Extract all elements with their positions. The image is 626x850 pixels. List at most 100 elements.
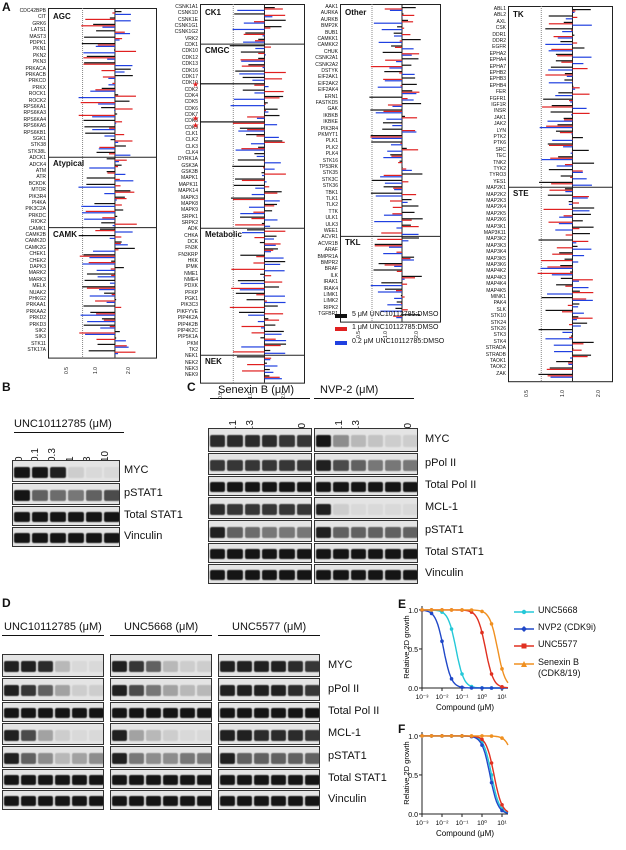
blot-band	[350, 482, 366, 492]
blot-band	[316, 459, 332, 471]
kinome-bar	[82, 263, 115, 265]
kinase-label: ABL1	[493, 6, 506, 12]
kinome-bar	[104, 292, 115, 294]
kinase-label: CDC42BPB	[19, 8, 46, 14]
kinome-bar	[237, 159, 265, 161]
kinome-bar	[233, 351, 265, 353]
kinome-bar	[545, 43, 573, 45]
blot-band	[305, 684, 319, 697]
kinase-label: BRAF	[324, 266, 338, 273]
kinase-label: GRK6	[32, 20, 46, 27]
kinase-label: STK38	[30, 142, 46, 149]
data-point	[480, 743, 484, 747]
x-axis-title: Compound (μM)	[436, 829, 494, 838]
blot-strip	[12, 506, 120, 526]
kinase-label: FASTKD5	[315, 100, 338, 106]
kinome-bar	[106, 158, 115, 160]
kinome-bar	[264, 108, 278, 110]
kinome-bar	[568, 201, 573, 203]
kinome-bar	[264, 102, 268, 104]
kinome-bar	[264, 376, 280, 378]
blot-band	[402, 435, 417, 447]
kinome-bar	[572, 11, 575, 13]
y-axis-title: Relative 2D growth	[402, 741, 411, 804]
kinase-label: ULK3	[325, 221, 338, 228]
kinome-bar	[565, 234, 573, 236]
blot-band	[180, 752, 195, 764]
kinase-label: MAP3K3	[486, 242, 506, 249]
blot-band	[288, 752, 303, 764]
blot-band	[237, 729, 252, 741]
blot-band	[227, 526, 243, 538]
kinome-bar	[264, 357, 272, 359]
kinase-label: PKMYT1	[317, 132, 338, 138]
kinase-group-label: STE	[513, 189, 529, 199]
kinome-bar	[99, 289, 115, 291]
kinome-bar	[78, 235, 115, 237]
blot-band	[279, 570, 295, 580]
kinome-bar	[102, 26, 115, 28]
kinase-label: EPHA4	[489, 57, 506, 64]
panel-d-header-unc5577: UNC5577 (μM)	[232, 621, 307, 633]
kinome-bar	[114, 140, 133, 142]
blot-band	[129, 796, 144, 806]
kinome-bar	[114, 71, 125, 73]
kinome-bar	[370, 136, 402, 138]
blot-strip	[208, 520, 312, 542]
blot-band	[279, 459, 295, 471]
kinase-label: TEC	[496, 153, 506, 160]
kinase-label: SIK3	[35, 334, 46, 341]
kinome-bar	[114, 340, 126, 342]
kinome-bar	[114, 267, 124, 269]
panel-c-header-nvp2: NVP-2 (μM)	[320, 384, 379, 396]
kinome-bar	[93, 250, 115, 252]
kinome-bar	[241, 148, 265, 150]
blot-band	[254, 752, 269, 764]
kinome-bar	[370, 192, 402, 194]
blot-band	[385, 459, 401, 471]
blot-band	[237, 708, 252, 718]
kinome-bar	[248, 64, 265, 66]
kinase-label: CDK16	[181, 67, 198, 74]
kinase-label: SRC	[495, 146, 506, 153]
blot-band	[14, 489, 30, 501]
kinome-bar	[95, 300, 115, 302]
kinome-bar	[264, 103, 266, 105]
kinase-label: NME1	[184, 270, 198, 277]
blot-band	[180, 684, 195, 697]
kinome-bar	[399, 160, 402, 162]
kinase-label: STRADB	[485, 351, 506, 358]
kinase-label: EIF2AK1	[317, 74, 338, 81]
kinome-bar	[95, 45, 115, 47]
kinome-bar	[264, 181, 267, 183]
kinome-bar	[246, 134, 265, 136]
kinome-bar	[543, 98, 573, 100]
kinase-label: PFKP	[184, 289, 198, 296]
kinome-bar	[264, 333, 282, 335]
kinome-bar	[402, 48, 414, 50]
kinome-bar	[261, 174, 265, 177]
blot-band	[55, 708, 70, 718]
kinome-bar	[232, 28, 265, 31]
blot-band	[288, 796, 303, 806]
kinase-label: FN3KRP	[178, 251, 198, 258]
kinase-label: STK10	[490, 313, 506, 320]
kinome-bar	[400, 302, 402, 304]
kinase-label: STK36	[322, 183, 338, 190]
kinase-label: CSNK1G2	[174, 29, 198, 36]
kinome-bar	[83, 57, 115, 59]
kinome-bar	[554, 351, 573, 353]
kinome-bar	[114, 209, 124, 211]
kinome-bar	[572, 85, 574, 87]
blot-band	[262, 549, 278, 559]
kinome-bar	[552, 253, 573, 255]
kinome-bar	[402, 314, 421, 316]
kinase-label: MAP3K2	[486, 236, 506, 243]
kinome-bar	[570, 335, 573, 337]
x-tick-label: 10⁻³	[416, 694, 430, 701]
blot-strip	[208, 476, 312, 496]
kinome-bar	[107, 172, 115, 174]
kinome-bar	[108, 153, 115, 155]
kinome-bar	[400, 295, 402, 297]
blot-strip	[218, 702, 320, 722]
